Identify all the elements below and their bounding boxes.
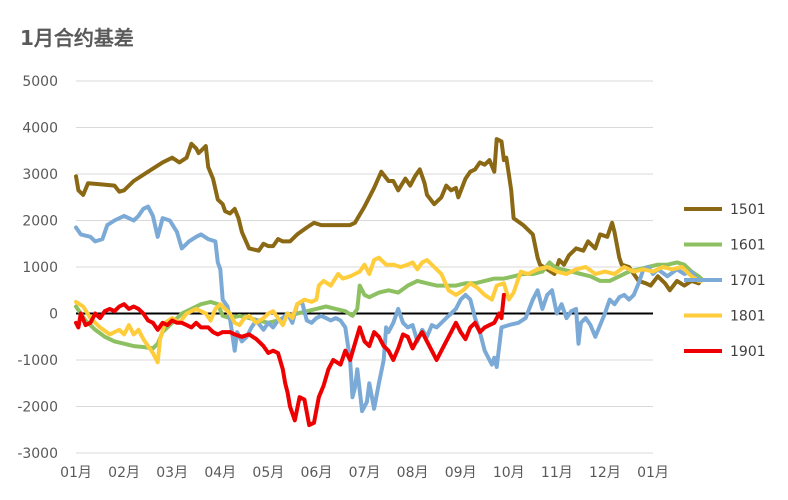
x-tick-label: 06月 [301,465,333,481]
y-axis-ticks: 5000 4000 3000 2000 1000 0 -1000 -2000 -3000 [17,74,58,462]
x-tick-label: 08月 [397,465,429,481]
y-tick-label: 4000 [22,121,58,137]
legend-label-1701: 1701 [730,273,766,289]
series-line-1701 [74,204,704,414]
y-tick-label: 2000 [22,214,58,230]
series-line-1601 [74,260,704,351]
x-tick-label: 01月 [60,465,92,481]
y-tick-label: 1000 [22,260,58,276]
y-tick-label: -3000 [17,446,58,462]
legend-label-1601: 1601 [730,238,766,254]
legend-label-1801: 1801 [730,309,766,325]
grid-lines [76,80,653,454]
x-tick-label: 09月 [445,465,477,481]
series-line-1501 [74,137,704,293]
legend: 1501 1601 1701 1801 1901 [684,202,766,360]
series-lines [74,137,704,428]
chart-title: 1月合约基差 [20,26,134,50]
x-tick-label: 12月 [589,465,621,481]
y-tick-label: 3000 [22,167,58,183]
y-tick-label: -1000 [17,353,58,369]
x-tick-label: 10月 [493,465,525,481]
x-tick-label: 11月 [541,465,573,481]
x-tick-label: 02月 [108,465,140,481]
y-tick-label: -2000 [17,400,58,416]
x-tick-label: 01月 [637,465,669,481]
x-axis-ticks: 01月 02月 03月 04月 05月 06月 07月 08月 09月 10月 11月 12月 01月 [60,465,669,481]
x-tick-label: 03月 [156,465,188,481]
x-tick-label: 05月 [252,465,284,481]
y-tick-label: 0 [49,307,58,323]
legend-label-1901: 1901 [730,344,766,360]
x-tick-label: 07月 [349,465,381,481]
series-line-1901 [74,292,506,428]
series-line-1801 [74,255,704,365]
x-tick-label: 04月 [204,465,236,481]
y-tick-label: 5000 [22,74,58,90]
legend-label-1501: 1501 [730,202,766,218]
